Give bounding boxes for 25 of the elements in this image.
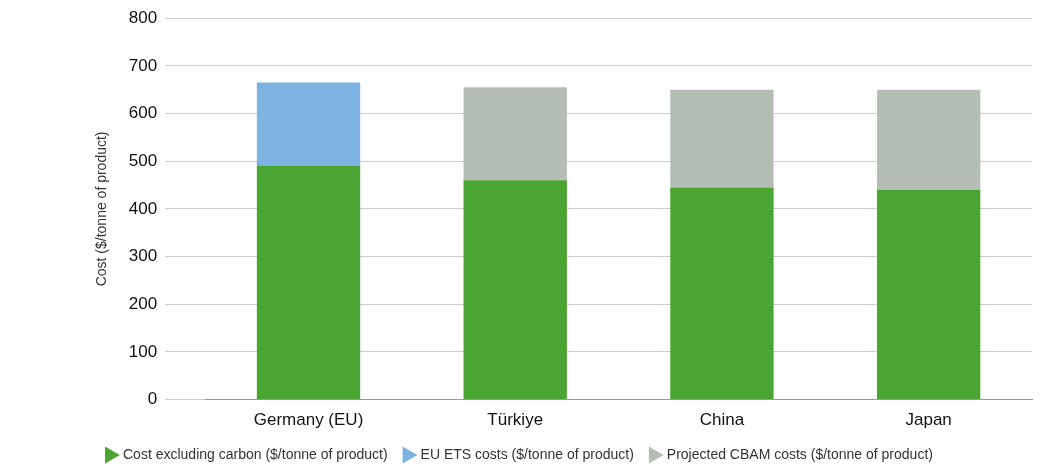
bar [670, 89, 774, 188]
bar [670, 187, 774, 400]
y-tick-label: 400 [128, 198, 158, 218]
bar [463, 180, 567, 400]
bar [876, 89, 981, 190]
legend-label: Cost excluding carbon ($/tonne of product) [123, 445, 388, 462]
legend-label: EU ETS costs ($/tonne of product) [420, 445, 634, 462]
bar [256, 82, 361, 166]
x-tick-label: Türkiye [487, 410, 544, 430]
x-tick-label: China [699, 410, 745, 430]
bar [256, 165, 361, 400]
x-tick-label: Japan [905, 410, 952, 430]
x-tick-label: Germany (EU) [253, 410, 364, 430]
y-tick-label: 200 [128, 293, 158, 313]
y-tick-label: 100 [128, 341, 158, 361]
legend-label: Projected CBAM costs ($/tonne of product) [666, 445, 933, 462]
y-tick-label: 300 [128, 246, 158, 266]
bar [876, 189, 981, 400]
y-tick-label: 700 [128, 55, 158, 75]
y-tick-label: 800 [128, 7, 158, 27]
y-axis-title: Cost ($/tonne of product) [93, 131, 110, 287]
y-tick-label: 600 [128, 103, 158, 123]
y-tick-label: 0 [147, 389, 158, 409]
y-tick-label: 500 [128, 150, 158, 170]
bar [463, 87, 567, 181]
